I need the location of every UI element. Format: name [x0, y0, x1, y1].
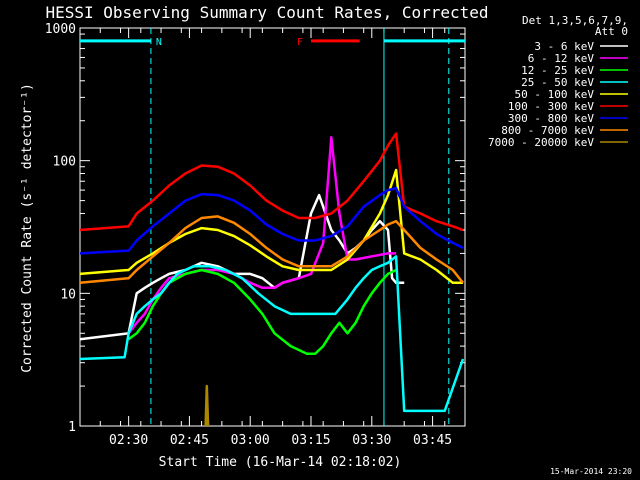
x-tick-label: 03:45: [413, 433, 452, 448]
y-tick-label: 100: [53, 155, 76, 170]
series-line: [79, 215, 464, 285]
x-tick-label: 02:30: [109, 433, 148, 448]
x-tick-label: 03:15: [291, 433, 330, 448]
legend-header-line-1: Det 1,3,5,6,7,9,: [522, 14, 628, 27]
x-axis-label: Start Time (16-Mar-14 02:18:02): [159, 455, 402, 470]
legend-label: 50 - 100 keV: [515, 88, 595, 101]
y-axis-label: Corrected Count Rate (s⁻¹ detector⁻¹): [20, 83, 35, 373]
plot-frame: [79, 27, 466, 427]
y-tick-label: 10: [60, 287, 76, 302]
y-tick-label: 1000: [45, 22, 76, 37]
legend-label: 6 - 12 keV: [528, 52, 595, 65]
y-tick-label: 1: [68, 420, 76, 435]
legend-label: 3 - 6 keV: [534, 40, 594, 53]
legend-label: 800 - 7000 keV: [501, 124, 594, 137]
footer-timestamp: 15-Mar-2014 23:20: [550, 467, 632, 476]
x-tick-label: 02:45: [170, 433, 209, 448]
chart-title: HESSI Observing Summary Count Rates, Cor…: [45, 3, 488, 22]
night-label: N: [156, 37, 162, 48]
legend-label: 7000 - 20000 keV: [488, 136, 594, 149]
x-tick-label: 03:30: [352, 433, 391, 448]
series-line: [79, 255, 465, 413]
legend-label: 12 - 25 keV: [521, 64, 594, 77]
x-tick-label: 03:00: [231, 433, 270, 448]
legend-header-line-2: Att 0: [595, 25, 628, 38]
flare-label: F: [297, 37, 303, 48]
series-line: [79, 186, 464, 255]
legend-label: 100 - 300 keV: [508, 100, 594, 113]
series-line: [204, 384, 210, 427]
plot-area: [79, 27, 466, 427]
y-axis: 1 10 100 1000: [45, 22, 465, 435]
legend-label: 300 - 800 keV: [508, 112, 594, 125]
legend-label: 25 - 50 keV: [521, 76, 594, 89]
series-group: [79, 132, 465, 427]
